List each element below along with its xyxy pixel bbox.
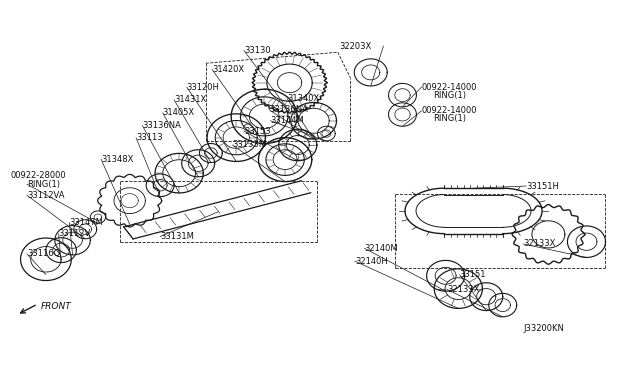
Text: 33151: 33151	[460, 270, 486, 279]
Text: RING(1): RING(1)	[27, 180, 60, 189]
Text: 31431X: 31431X	[174, 95, 206, 105]
Text: 33144M: 33144M	[271, 116, 304, 125]
Text: 33136NA: 33136NA	[142, 121, 181, 130]
Text: FRONT: FRONT	[41, 302, 72, 311]
Text: 00922-28000: 00922-28000	[10, 170, 66, 180]
Text: 32133X: 32133X	[523, 240, 556, 248]
Text: 31340X: 31340X	[287, 94, 319, 103]
Text: 31420X: 31420X	[212, 65, 244, 74]
Text: 33131M: 33131M	[160, 232, 194, 241]
Text: 33133M: 33133M	[232, 141, 266, 150]
Text: 33147M: 33147M	[69, 218, 103, 227]
Text: 32140M: 32140M	[364, 244, 398, 253]
Text: J33200KN: J33200KN	[523, 324, 564, 333]
Text: 33120H: 33120H	[187, 83, 220, 92]
Text: 32140H: 32140H	[355, 257, 388, 266]
Text: 32133X: 32133X	[447, 285, 479, 294]
Text: 33151H: 33151H	[526, 182, 559, 190]
Text: 33116Q: 33116Q	[27, 249, 60, 258]
Text: 31405X: 31405X	[163, 108, 195, 117]
Text: RING(1): RING(1)	[433, 91, 466, 100]
Text: 33130: 33130	[244, 46, 271, 55]
Text: 00922-14000: 00922-14000	[422, 83, 477, 92]
Text: 33136NA: 33136NA	[269, 105, 308, 114]
Text: 00922-14000: 00922-14000	[422, 106, 477, 115]
Text: 32203X: 32203X	[339, 42, 371, 51]
Text: 33153: 33153	[244, 126, 271, 135]
Text: 33112VA: 33112VA	[27, 191, 65, 200]
Text: 33112V: 33112V	[59, 229, 91, 238]
Text: 31348X: 31348X	[101, 155, 134, 164]
Text: RING(1): RING(1)	[433, 115, 466, 124]
Text: 33113: 33113	[136, 133, 163, 142]
